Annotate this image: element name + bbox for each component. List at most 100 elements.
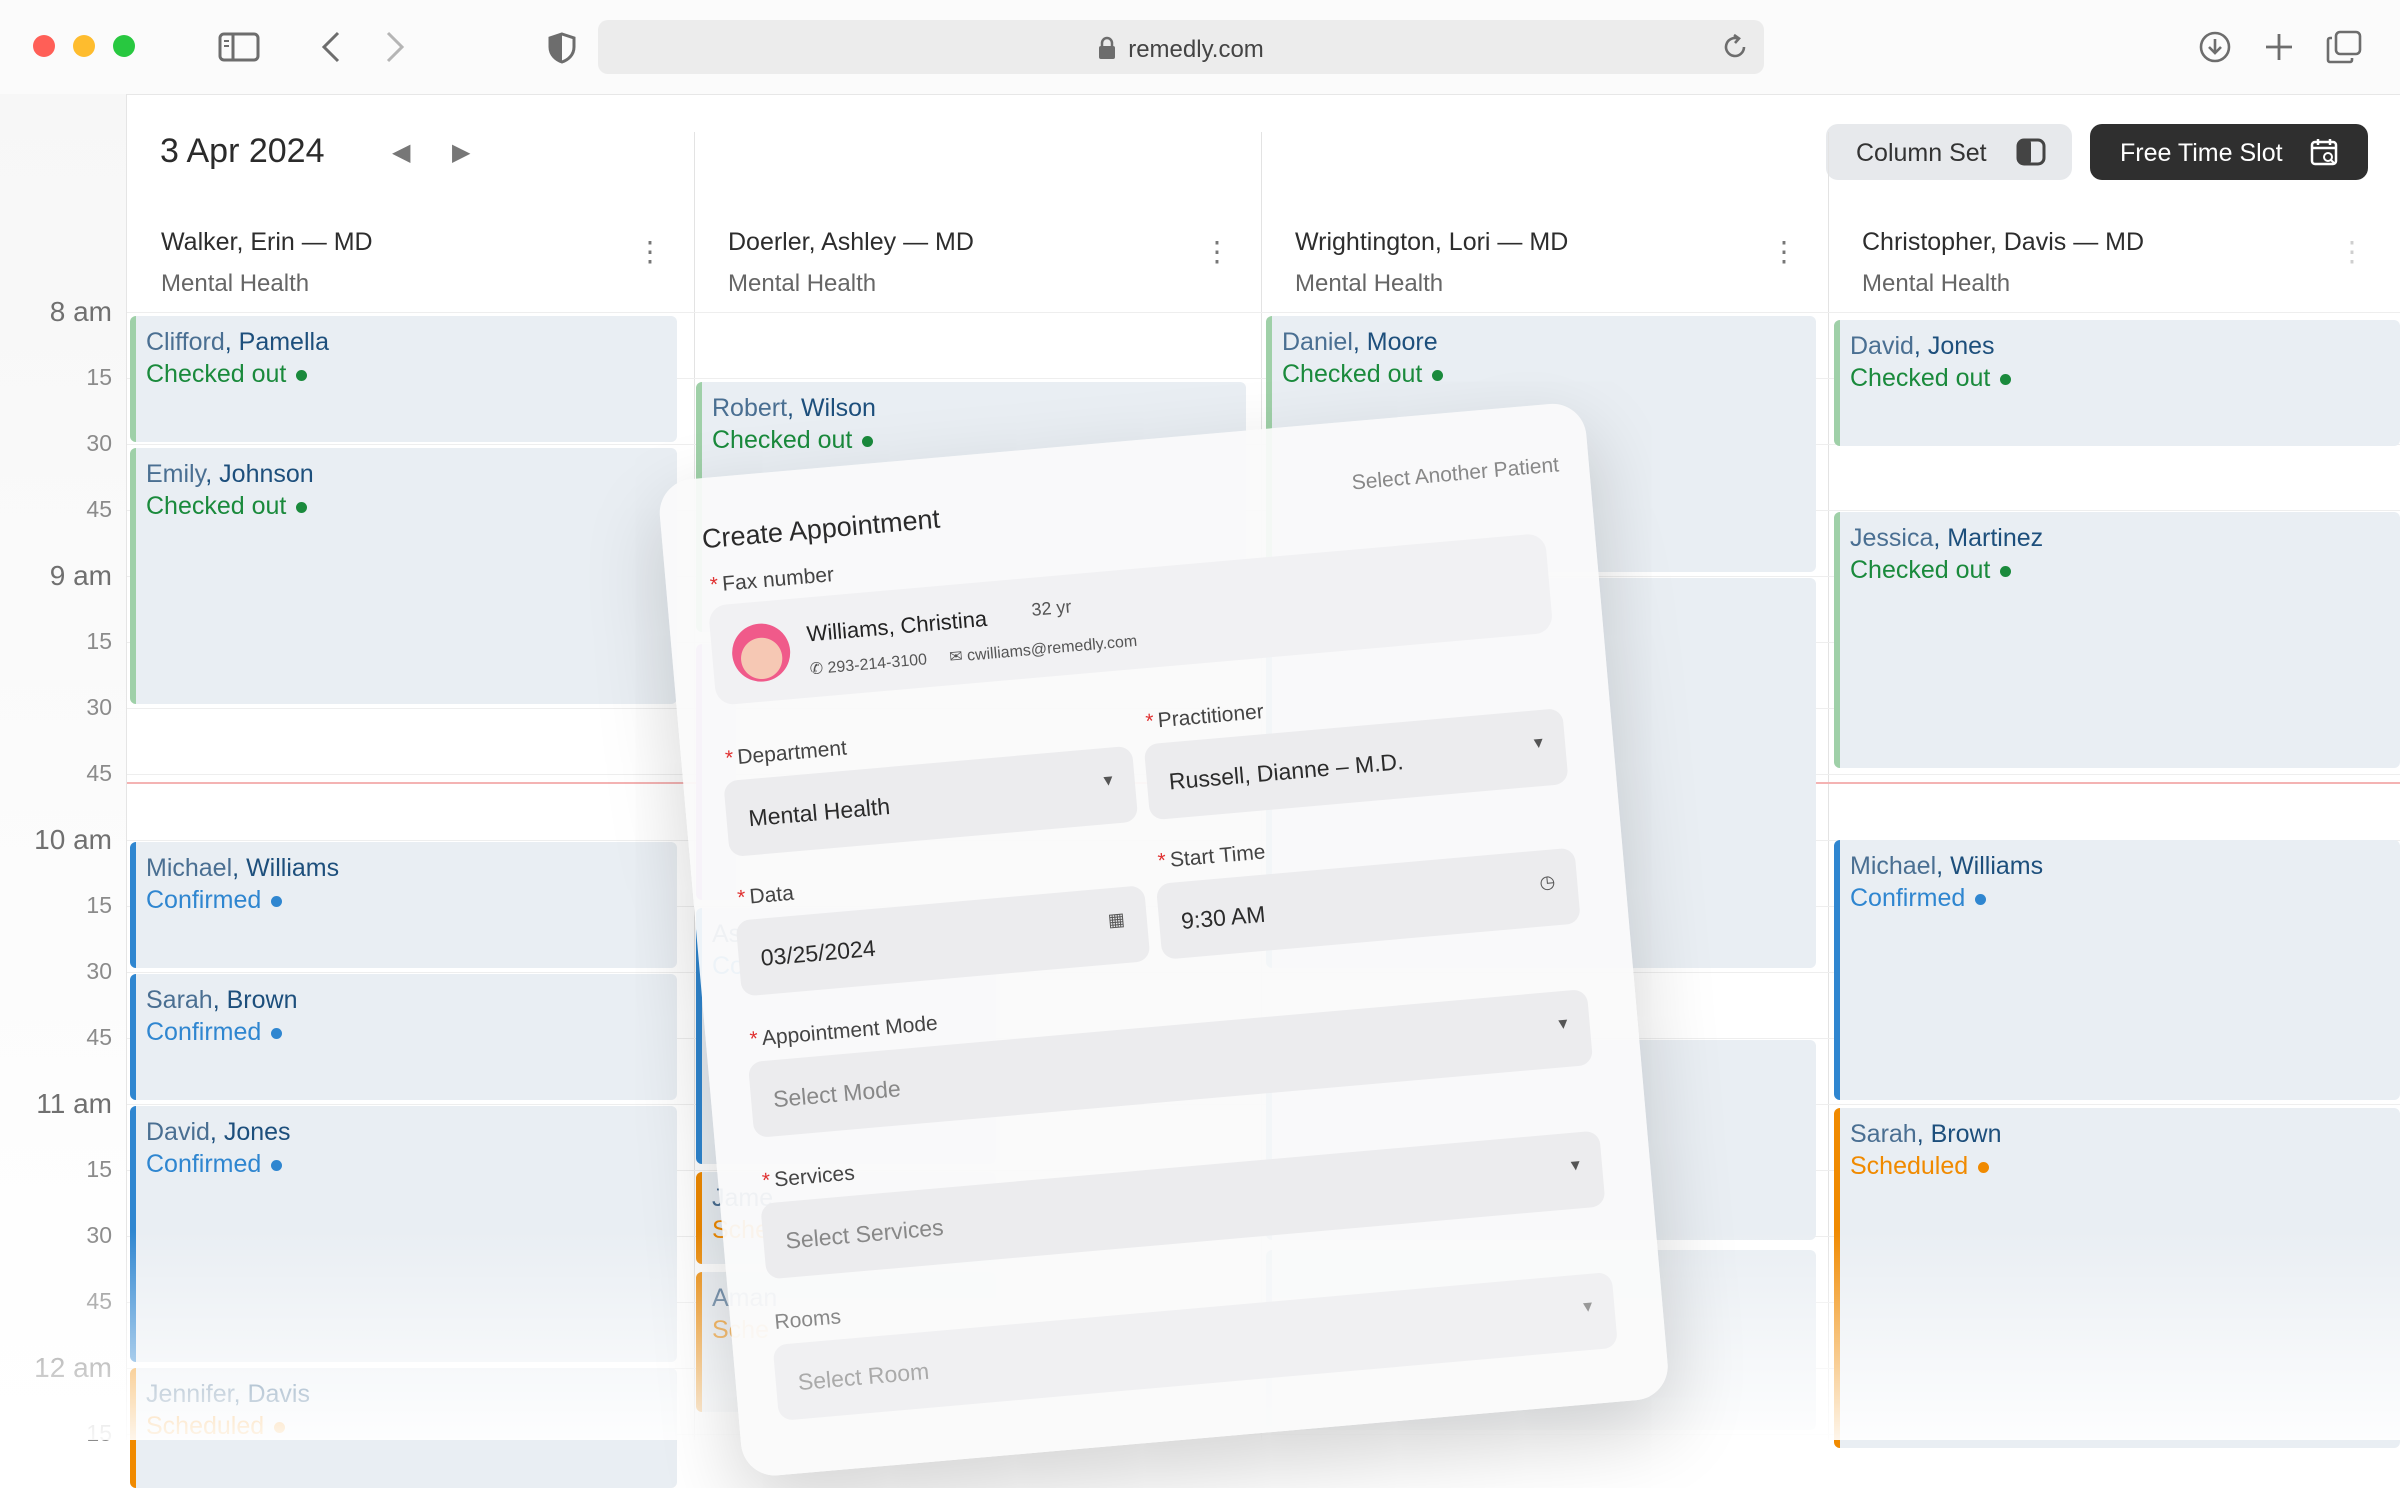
column-menu-icon[interactable]: ⋮ [1203,236,1231,267]
appointment-status: Checked out [146,360,308,389]
time-gridline [127,378,2400,379]
appointment-mode-label: *Appointment Mode [748,1011,939,1052]
doctor-department: Mental Health [728,270,877,297]
back-arrow-icon[interactable] [320,30,342,69]
status-dot-icon [1432,369,1444,381]
patient-name: Sarah, Brown [1850,1120,2002,1148]
patient-name: David, Jones [146,1118,291,1146]
status-dot-icon [862,435,874,447]
calendar-icon[interactable]: ▦ [1106,908,1126,931]
create-appointment-modal: Create Appointment Select Another Patien… [656,400,1671,1479]
doctor-department: Mental Health [1295,270,1444,297]
zoom-window-button[interactable] [113,35,135,57]
practitioner-label: *Practitioner [1144,700,1265,734]
new-tab-icon[interactable] [2262,30,2296,69]
patient-name: Emily, Johnson [146,460,314,488]
patient-name: Jessica, Martinez [1850,524,2044,552]
forward-arrow-icon[interactable] [384,30,406,69]
patient-name: Michael, Williams [146,854,340,882]
address-bar[interactable]: remedly.com [598,20,1764,74]
close-window-button[interactable] [33,35,55,57]
appointment-status: Confirmed [146,1150,283,1179]
time-tick-label: 30 [86,958,112,984]
time-tick-label: 9 am [49,560,112,591]
column-menu-icon[interactable]: ⋮ [1770,236,1798,267]
doctor-name: Walker, Erin — MD [161,228,373,256]
appointment-mode-select[interactable]: Select Mode ▾ [747,988,1594,1139]
start-time-label: *Start Time [1156,840,1267,873]
column-menu-icon[interactable]: ⋮ [636,236,664,267]
patient-card[interactable]: Williams, Christina 32 yr ✆ 293-214-3100… [707,532,1554,706]
column-header-walker: Walker, Erin — MD Mental Health ⋮ [131,210,694,313]
minimize-window-button[interactable] [73,35,95,57]
shield-icon[interactable] [548,32,576,69]
status-color-bar [696,1172,702,1264]
mail-icon: ✉ [948,648,964,667]
free-time-slot-button[interactable]: Free Time Slot [2090,124,2368,180]
chevron-down-icon: ▾ [1569,1154,1581,1175]
select-another-patient-link[interactable]: Select Another Patient [1350,453,1560,495]
time-tick-label: 45 [86,496,112,522]
time-gutter [0,94,127,1440]
modal-title: Create Appointment [700,503,942,555]
chevron-down-icon: ▾ [1102,769,1114,791]
appointment-card[interactable]: Michael, Williams Confirmed [130,842,677,968]
column-menu-icon[interactable]: ⋮ [2338,236,2366,267]
patient-name: Williams, Christina [805,605,989,647]
column-header-wrightington: Wrightington, Lori — MD Mental Health ⋮ [1265,210,1828,313]
fax-number-label: *Fax number [709,563,835,597]
appointment-card[interactable]: Jessica, Martinez Checked out [1834,512,2400,768]
status-color-bar [130,448,136,704]
time-tick-label: 15 [86,1156,112,1182]
status-dot-icon [296,369,308,381]
time-tick-label: 15 [86,892,112,918]
services-select[interactable]: Select Services ▾ [760,1130,1606,1280]
appointment-card[interactable]: Sarah, Brown Confirmed [130,974,677,1100]
previous-day-icon[interactable]: ◀ [392,139,411,166]
time-tick-label: 30 [86,430,112,456]
appointment-status: Confirmed [146,886,283,915]
appointment-card[interactable]: Michael, Williams Confirmed [1834,840,2400,1100]
status-color-bar [1834,512,1840,768]
date-value: 03/25/2024 [759,934,877,971]
time-gridline [127,312,2400,313]
status-color-bar [1834,320,1840,446]
reload-icon[interactable] [1720,32,1750,67]
patient-name: David, Jones [1850,332,1995,360]
patient-name: Robert, Wilson [712,394,876,422]
doctor-name: Wrightington, Lori — MD [1295,228,1569,256]
doctor-department: Mental Health [1862,270,2011,297]
appointment-status: Checked out [1850,556,2012,585]
status-color-bar [130,842,136,968]
appointment-status: Checked out [1850,364,2012,393]
services-placeholder: Select Services [784,1213,945,1254]
status-color-bar [1834,840,1840,1100]
appointment-status: Checked out [712,426,874,455]
doctor-department: Mental Health [161,270,310,297]
tabs-overview-icon[interactable] [2326,30,2362,69]
appointment-status: Scheduled [1850,1152,1990,1181]
doctor-name: Doerler, Ashley — MD [728,228,974,256]
appointment-status: Confirmed [1850,884,1987,913]
sidebar-toggle-icon[interactable] [218,32,260,67]
time-tick-label: 45 [86,760,112,786]
patient-name: Daniel, Moore [1282,328,1438,356]
clock-icon[interactable]: ◷ [1538,871,1556,893]
appointment-card[interactable]: Clifford, Pamella Checked out [130,316,677,442]
patient-age: 32 yr [1030,596,1073,620]
next-day-icon[interactable]: ▶ [452,139,471,166]
status-dot-icon [271,895,283,907]
free-time-slot-label: Free Time Slot [2120,139,2283,167]
patient-name: Clifford, Pamella [146,328,329,356]
appointment-card[interactable]: Emily, Johnson Checked out [130,448,677,704]
column-divider [1828,132,1829,1440]
column-set-button[interactable]: Column Set [1826,124,2072,180]
column-set-label: Column Set [1856,139,1987,167]
patient-email: ✉ cwilliams@remedly.com [948,632,1138,667]
rooms-select[interactable]: Select Room ▾ [772,1271,1619,1421]
appointment-card[interactable]: David, Jones Checked out [1834,320,2400,446]
date-input[interactable]: 03/25/2024 ▦ [735,885,1151,997]
download-icon[interactable] [2198,30,2232,69]
status-color-bar [130,974,136,1100]
department-value: Mental Health [747,793,892,832]
